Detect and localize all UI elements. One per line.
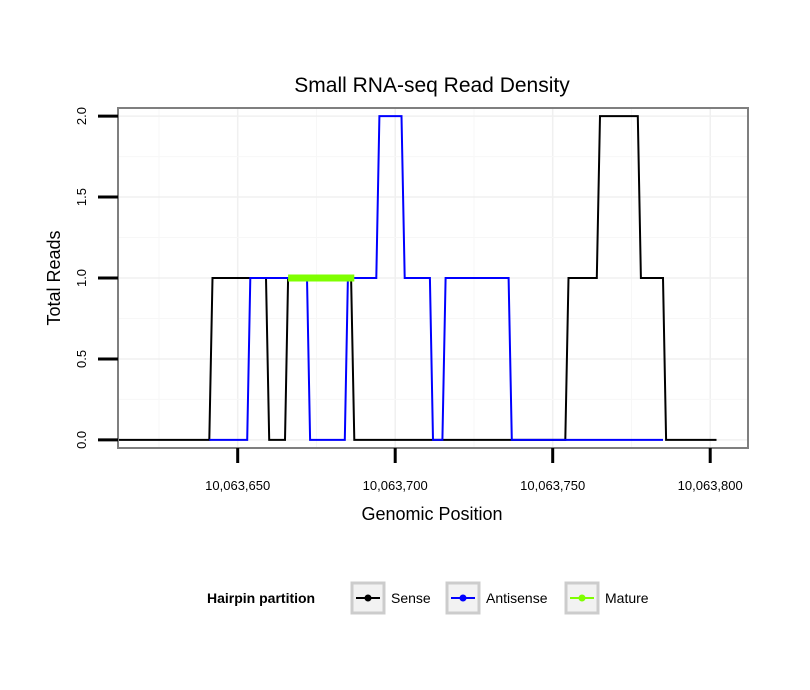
y-axis-title: Total Reads (44, 230, 64, 325)
legend-label-sense: Sense (391, 590, 431, 606)
legend-key-dot-mature (578, 594, 586, 602)
legend-label-antisense: Antisense (486, 590, 548, 606)
legend-label-mature: Mature (605, 590, 649, 606)
x-axis-title: Genomic Position (361, 504, 502, 524)
y-tick-label: 1.0 (74, 269, 89, 287)
y-tick-label: 2.0 (74, 107, 89, 125)
legend-key-dot-sense (364, 594, 372, 602)
y-tick-label: 0.0 (74, 431, 89, 449)
x-tick-label: 10,063,650 (205, 478, 270, 493)
chart-title: Small RNA-seq Read Density (294, 74, 570, 97)
y-tick-label: 1.5 (74, 188, 89, 206)
x-tick-label: 10,063,750 (520, 478, 585, 493)
legend-key-dot-antisense (459, 594, 467, 602)
legend: Hairpin partition Sense Antisense Mature (207, 581, 649, 615)
y-tick-label: 0.5 (74, 350, 89, 368)
x-tick-label: 10,063,700 (363, 478, 428, 493)
x-tick-label: 10,063,800 (678, 478, 743, 493)
legend-title: Hairpin partition (207, 590, 315, 606)
